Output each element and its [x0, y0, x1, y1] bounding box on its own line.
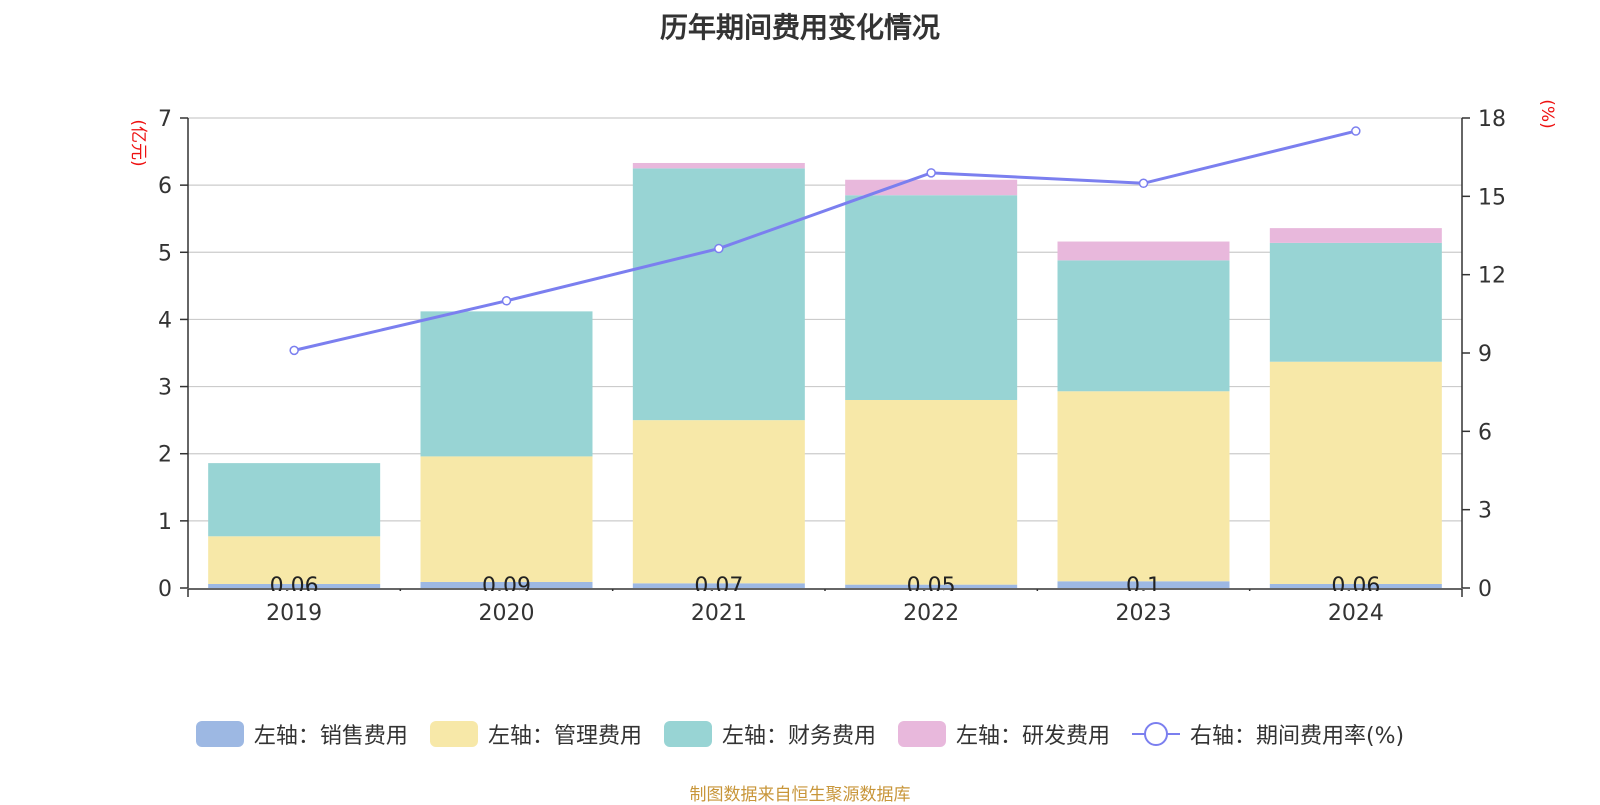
bar-segment — [632, 168, 805, 421]
bar-segment — [1057, 391, 1230, 582]
rate-line — [293, 129, 1357, 352]
legend-label: 左轴：研发费用 — [955, 724, 1110, 749]
x-tick-label: 2021 — [691, 601, 747, 626]
bar-segment — [632, 162, 805, 169]
legend-item[interactable]: 左轴：销售费用 — [195, 718, 408, 750]
legend-swatch — [429, 721, 478, 747]
rate-point — [501, 296, 512, 306]
bar-segment — [845, 179, 1018, 196]
bar-segment — [845, 195, 1018, 400]
right-tick-label: 0 — [1478, 577, 1492, 602]
right-tick-label: 6 — [1478, 420, 1492, 445]
rate-point — [1351, 126, 1361, 136]
rate-point — [1138, 178, 1149, 189]
right-tick-label: 9 — [1478, 342, 1492, 367]
rate-point — [926, 168, 936, 178]
source-note: 制图数据来自恒生聚源数据库 — [689, 785, 911, 805]
x-tick-label: 2023 — [1116, 601, 1172, 626]
right-tick-label: 3 — [1478, 499, 1492, 524]
bar-segment — [845, 400, 1018, 585]
legend: 左轴：销售费用 左轴：管理费用 左轴：财务费用 左轴：研发费用 右轴：期间费用率(%) — [0, 718, 1600, 750]
left-tick-label: 3 — [158, 376, 172, 401]
legend-swatch — [195, 721, 244, 747]
bar-segment — [1057, 260, 1230, 392]
legend-item[interactable]: 左轴：研发费用 — [897, 718, 1110, 750]
x-tick-label: 2022 — [903, 601, 959, 626]
left-tick-label: 1 — [158, 510, 172, 535]
legend-label: 左轴：财务费用 — [721, 724, 876, 749]
bar-segment — [632, 583, 805, 588]
bar-segment — [1269, 242, 1442, 362]
left-tick-label: 2 — [158, 443, 172, 468]
legend-item[interactable]: 左轴：财务费用 — [663, 718, 876, 750]
left-tick-label: 6 — [158, 174, 172, 199]
bar-segment — [208, 583, 381, 588]
bar-segment — [632, 420, 805, 584]
legend-item[interactable]: 右轴：期间费用率(%) — [1131, 718, 1405, 750]
legend-swatch — [897, 721, 946, 747]
bar-segment — [420, 581, 593, 588]
bar-segment — [1269, 228, 1442, 243]
right-axis-unit: (%) — [1537, 99, 1557, 128]
bar-segment — [420, 311, 593, 457]
right-tick-label: 12 — [1478, 264, 1506, 289]
bar-segment — [208, 463, 381, 537]
bar-segment — [1269, 361, 1442, 584]
right-tick-label: 15 — [1478, 185, 1506, 210]
rate-point — [289, 345, 299, 356]
legend-label: 左轴：管理费用 — [487, 724, 642, 749]
left-tick-label: 5 — [158, 241, 172, 266]
bar-segment — [208, 536, 381, 584]
legend-item[interactable]: 左轴：管理费用 — [429, 718, 642, 750]
bar-segment — [1057, 581, 1230, 588]
x-tick-label: 2024 — [1328, 601, 1384, 626]
chart-title: 历年期间费用变化情况 — [659, 11, 940, 44]
left-tick-label: 4 — [158, 308, 172, 333]
left-axis-unit: (亿元) — [128, 119, 148, 166]
legend-label: 右轴：期间费用率(%) — [1189, 724, 1405, 749]
right-tick-label: 18 — [1478, 107, 1506, 132]
legend-swatch — [663, 721, 712, 747]
rate-point — [714, 243, 724, 254]
left-tick-label: 7 — [158, 107, 172, 132]
x-tick-label: 2019 — [266, 601, 322, 626]
bar-segment — [1057, 241, 1230, 261]
bar-segment — [1269, 583, 1442, 588]
left-tick-label: 0 — [158, 577, 172, 602]
legend-swatch — [1131, 722, 1180, 746]
bar-segment — [420, 456, 593, 582]
legend-label: 左轴：销售费用 — [253, 724, 408, 749]
bar-segment — [845, 584, 1018, 588]
x-tick-label: 2020 — [479, 601, 535, 626]
label-mask — [189, 591, 1461, 599]
